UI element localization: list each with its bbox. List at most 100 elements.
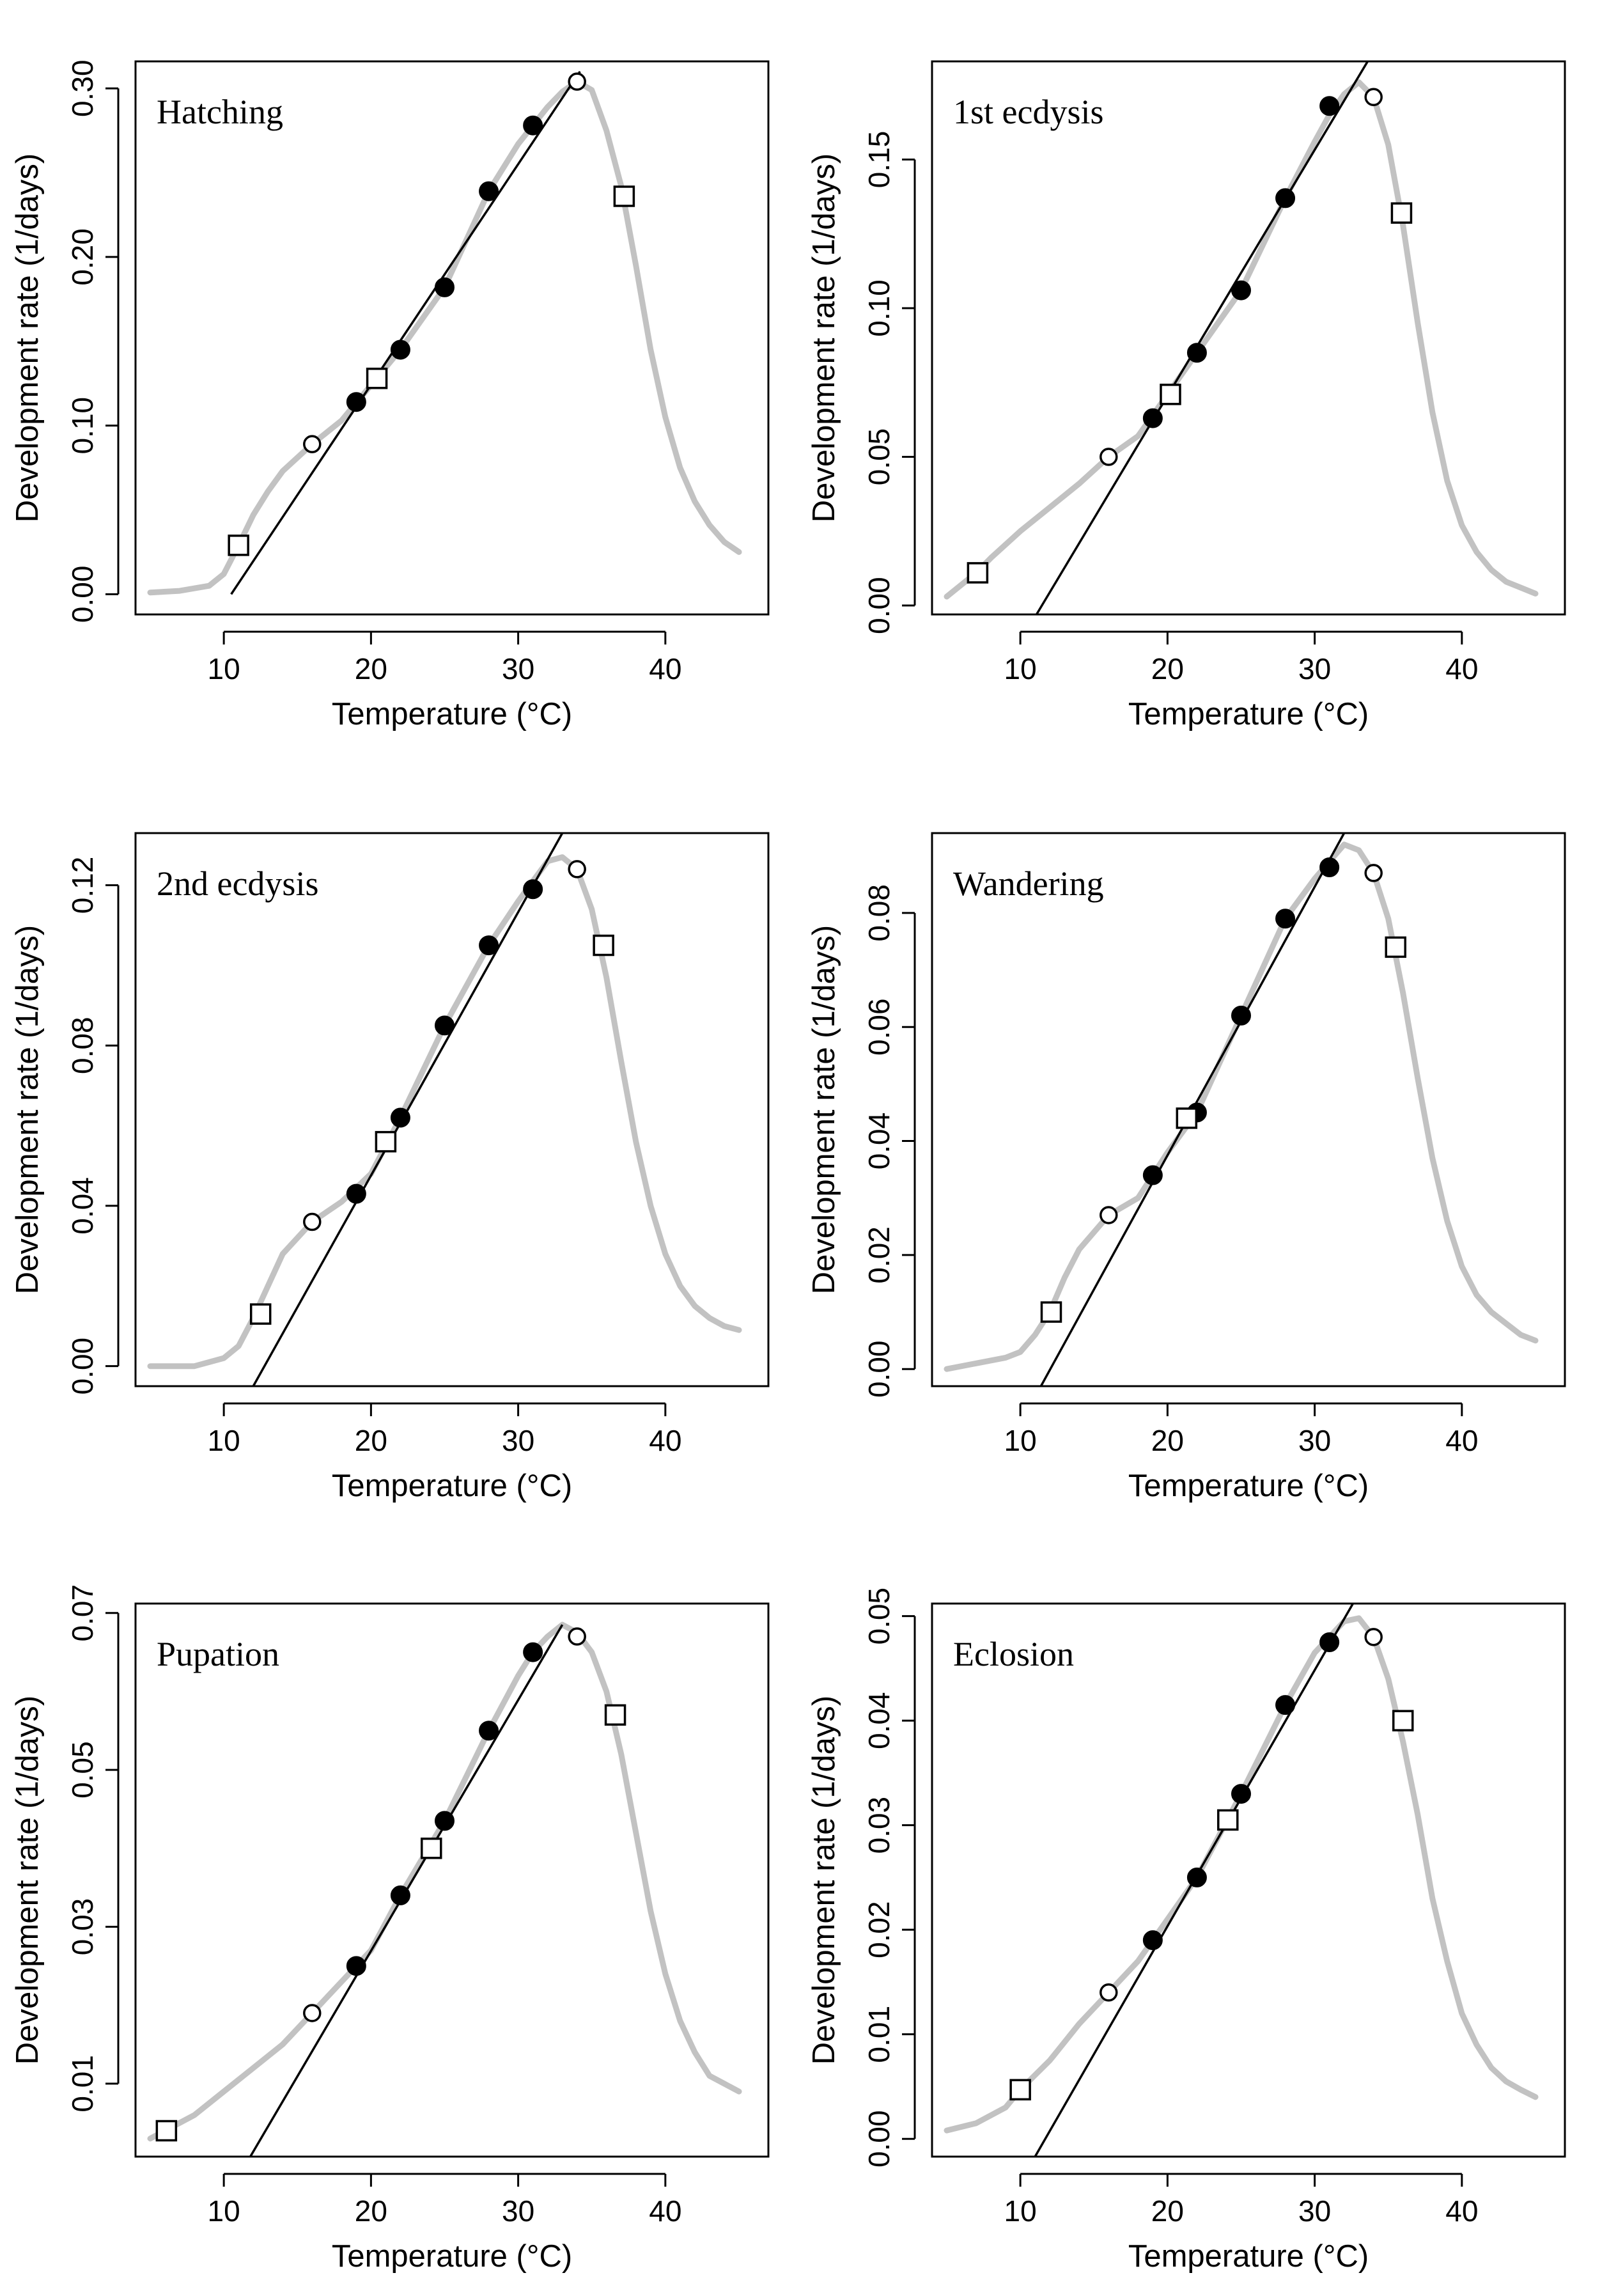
x-tick-label: 40 [649, 2194, 681, 2228]
data-point-filled [1231, 1784, 1251, 1804]
data-point-open-circle [1364, 864, 1383, 882]
y-tick-label: 0.04 [862, 1692, 896, 1749]
chart-panel-3: 2nd ecdysis 10 20 30 40 Temperature (°C) 0.00 0… [10, 832, 770, 1503]
plot-area [944, 61, 1539, 614]
panel-title: 1st ecdysis [953, 93, 1104, 131]
x-tick-label: 10 [208, 2194, 240, 2228]
data-point-filled [390, 1107, 410, 1128]
data-point-open-circle [1100, 1983, 1118, 2002]
data-point-open-circle [568, 1627, 586, 1646]
x-axis-label: Temperature (°C) [1128, 1469, 1369, 1503]
y-tick-label: 0.02 [862, 1226, 896, 1284]
model-curve [944, 79, 1539, 600]
model-curve [147, 854, 742, 1370]
y-axis-label: Development rate (1/days) [807, 925, 841, 1294]
plot-area [147, 1621, 742, 2157]
x-tick-label: 20 [355, 1424, 387, 1457]
data-point-filled [523, 1642, 543, 1662]
data-point-open-square [1176, 1107, 1198, 1129]
data-point-filled [434, 277, 455, 297]
data-point-open-square [604, 1704, 626, 1726]
data-point-open-square [1160, 384, 1181, 405]
data-point-open-square [1390, 202, 1413, 224]
panel-title: 2nd ecdysis [157, 864, 318, 903]
panel-title: Wandering [953, 864, 1104, 903]
data-point-filled [479, 935, 499, 956]
data-point-filled [390, 340, 410, 360]
data-point-filled [1142, 1165, 1163, 1185]
y-tick-label: 0.05 [66, 1741, 99, 1799]
x-tick-label: 30 [1298, 2194, 1331, 2228]
y-tick-label: 0.01 [862, 2006, 896, 2063]
model-curve [944, 1615, 1539, 2134]
data-point-filled [1142, 1930, 1163, 1951]
data-point-open-circle [303, 435, 322, 453]
data-point-open-square [593, 934, 614, 957]
data-point-filled [1231, 1005, 1251, 1026]
x-axis-label: Temperature (°C) [1128, 2239, 1369, 2274]
x-tick-label: 20 [355, 652, 387, 685]
plot-frame [134, 832, 770, 1387]
data-point-open-square [1217, 1809, 1239, 1831]
data-point-filled [1186, 343, 1207, 363]
data-point-open-square [155, 2120, 178, 2142]
y-tick-label: 0.05 [862, 1588, 896, 1645]
chart-panel-4: Wandering 10 20 30 40 Temperature (°C) 0.00 0.0… [807, 832, 1566, 1503]
y-tick-label: 0.15 [862, 131, 896, 189]
data-point-open-circle [568, 72, 586, 91]
y-tick-label: 0.00 [862, 577, 896, 634]
data-point-filled [346, 392, 366, 412]
data-point-open-square [613, 185, 635, 207]
chart-panel-1: Hatching 10 20 30 40 Temperature (°C) 0.00 0.10… [10, 59, 770, 731]
data-point-filled [434, 1811, 455, 1831]
linear-fit-line [230, 70, 581, 595]
model-curve [147, 1621, 742, 2142]
y-axis-label: Development rate (1/days) [10, 1696, 45, 2065]
plot-frame [931, 1602, 1566, 2158]
data-point-filled [390, 1885, 410, 1905]
data-point-open-square [249, 1303, 272, 1325]
data-point-open-square [366, 368, 388, 389]
data-point-filled [1319, 96, 1340, 116]
x-tick-label: 20 [1151, 1424, 1184, 1457]
x-tick-label: 30 [1298, 652, 1331, 685]
data-point-filled [1186, 1867, 1207, 1887]
data-point-open-circle [568, 860, 586, 879]
x-tick-label: 30 [502, 2194, 534, 2228]
y-tick-label: 0.01 [66, 2055, 99, 2112]
data-point-open-square [1009, 2079, 1031, 2101]
data-point-filled [523, 115, 543, 136]
chart-panel-2: 1st ecdysis 10 20 30 40 Temperature (°C) 0.00 0… [807, 60, 1566, 731]
x-axis-label: Temperature (°C) [1128, 697, 1369, 731]
data-point-open-square [1385, 936, 1406, 958]
data-point-open-square [1392, 1710, 1414, 1731]
x-tick-label: 30 [502, 1424, 534, 1457]
x-tick-label: 40 [1445, 1424, 1478, 1457]
plot-area [944, 1604, 1539, 2157]
data-point-open-square [967, 562, 989, 584]
data-point-open-square [228, 535, 249, 556]
y-tick-label: 0.04 [66, 1177, 99, 1235]
y-tick-label: 0.00 [862, 2110, 896, 2167]
y-axis-label: Development rate (1/days) [10, 153, 45, 522]
y-tick-label: 0.30 [66, 59, 99, 117]
y-tick-label: 0.07 [66, 1584, 99, 1642]
x-tick-label: 10 [1004, 2194, 1037, 2228]
x-tick-label: 30 [1298, 1424, 1331, 1457]
y-tick-label: 0.00 [66, 566, 99, 623]
x-tick-label: 30 [502, 652, 534, 685]
y-axis-label: Development rate (1/days) [10, 925, 45, 1294]
data-point-open-square [1040, 1301, 1062, 1323]
x-axis-label: Temperature (°C) [332, 2239, 572, 2274]
data-point-open-circle [1100, 1206, 1118, 1224]
x-tick-label: 20 [1151, 2194, 1184, 2228]
plot-area [147, 833, 742, 1386]
plot-frame [134, 60, 770, 616]
y-tick-label: 0.03 [862, 1797, 896, 1854]
y-tick-label: 0.10 [862, 279, 896, 337]
data-point-filled [346, 1956, 366, 1976]
x-tick-label: 10 [1004, 1424, 1037, 1457]
model-curve [944, 841, 1539, 1372]
data-point-filled [1275, 909, 1296, 929]
